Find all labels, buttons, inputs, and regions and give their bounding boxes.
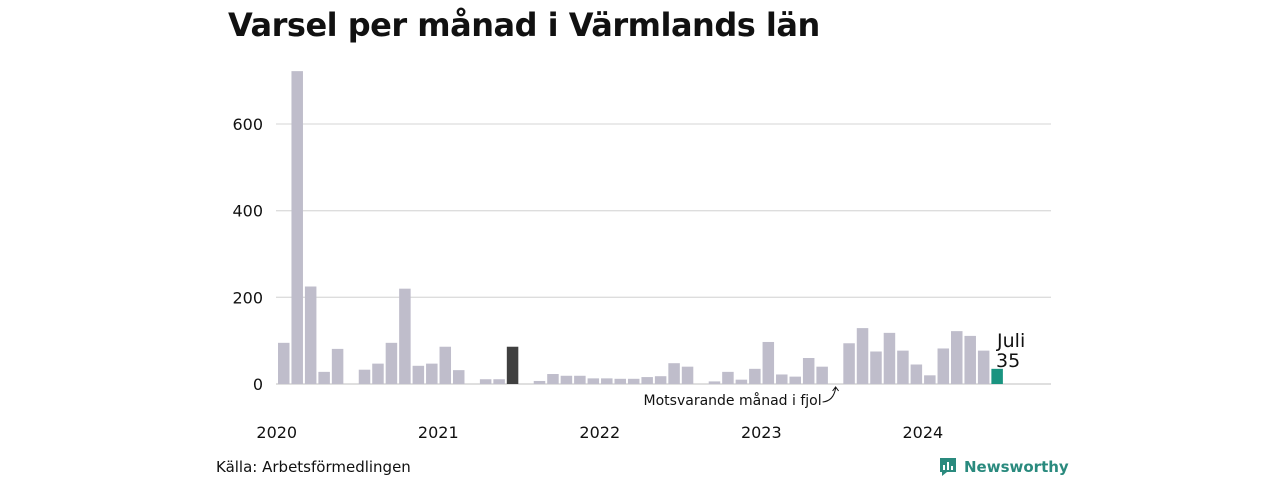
x-tick-label: 2022	[579, 423, 620, 442]
bar-2021-02	[452, 370, 465, 384]
bar-2024-04	[964, 335, 976, 384]
bar-2022-03	[627, 378, 640, 384]
x-tick-label: 2020	[256, 423, 297, 442]
bar-2021-11	[574, 375, 586, 384]
bar-2023-07	[843, 343, 855, 384]
bar-2020-10	[399, 288, 411, 384]
bar-2022-12	[749, 368, 761, 384]
bars	[278, 71, 1003, 384]
brand-logo: Newsworthy	[938, 456, 1069, 478]
bar-2021-04	[479, 379, 492, 384]
y-tick-label: 400	[232, 202, 263, 221]
bar-2021-12	[587, 378, 600, 384]
highlight-month-label: Juli	[996, 330, 1025, 352]
bar-2020-04	[318, 371, 330, 384]
chart-title: Varsel per månad i Värmlands län	[228, 6, 820, 44]
bar-2024-03	[951, 331, 963, 384]
bar-2020-12	[426, 363, 438, 384]
bar-2022-07	[681, 366, 694, 384]
bar-2023-09	[870, 351, 882, 384]
bar-2024-02	[937, 348, 950, 384]
bar-2024-06	[991, 368, 1003, 384]
previous-year-annotation: Motsvarande månad i fjol	[644, 392, 822, 409]
y-tick-label: 600	[232, 115, 263, 134]
y-tick-label: 200	[232, 288, 263, 307]
axis-labels: 0 200 400 600 2020 2021 2022 2023 2024	[232, 115, 943, 442]
bar-2023-02	[776, 374, 788, 384]
bar-2022-09	[708, 381, 721, 384]
bar-2023-12	[910, 364, 923, 384]
x-tick-label: 2021	[418, 423, 459, 442]
bar-2021-05	[493, 379, 505, 384]
bar-2023-10	[883, 332, 896, 384]
bar-2022-01	[601, 378, 613, 384]
bar-2023-05	[816, 366, 828, 384]
bar-2021-06	[506, 346, 519, 384]
bar-2022-02	[614, 378, 626, 384]
x-tick-label: 2024	[902, 423, 943, 442]
highlight-value-label: 35	[996, 350, 1020, 372]
bar-2024-01	[924, 375, 936, 384]
bar-2021-01	[439, 346, 452, 384]
newsworthy-logo-icon	[940, 458, 956, 476]
bar-2021-10	[560, 375, 573, 384]
bar-2020-07	[358, 369, 371, 384]
annotations: Motsvarande månad i fjol Juli 35	[644, 330, 1026, 409]
bar-2023-08	[856, 328, 869, 384]
x-tick-label: 2023	[741, 423, 782, 442]
bar-2021-09	[547, 374, 559, 384]
bar-2022-10	[722, 371, 734, 384]
bar-2022-11	[735, 379, 748, 384]
bar-2022-06	[668, 363, 680, 384]
y-tick-label: 0	[253, 375, 263, 394]
bar-2020-11	[412, 365, 425, 384]
bar-2023-04	[802, 358, 815, 384]
bar-2020-03	[304, 286, 317, 384]
bar-2021-08	[533, 380, 546, 384]
source-note: Källa: Arbetsförmedlingen	[216, 458, 411, 476]
bar-2023-01	[762, 341, 775, 384]
brand-name: Newsworthy	[964, 458, 1069, 476]
bar-2020-05	[331, 348, 344, 384]
bar-2022-04	[641, 377, 653, 384]
bar-2022-05	[654, 376, 667, 384]
bar-2020-01	[278, 342, 290, 384]
bar-2020-02	[291, 71, 303, 384]
bar-2023-03	[789, 376, 801, 384]
bar-2020-08	[372, 363, 384, 384]
bar-2020-09	[385, 342, 398, 384]
bar-2024-05	[977, 350, 990, 384]
annotation-arrow-icon	[822, 386, 840, 403]
bar-2023-11	[897, 350, 909, 384]
